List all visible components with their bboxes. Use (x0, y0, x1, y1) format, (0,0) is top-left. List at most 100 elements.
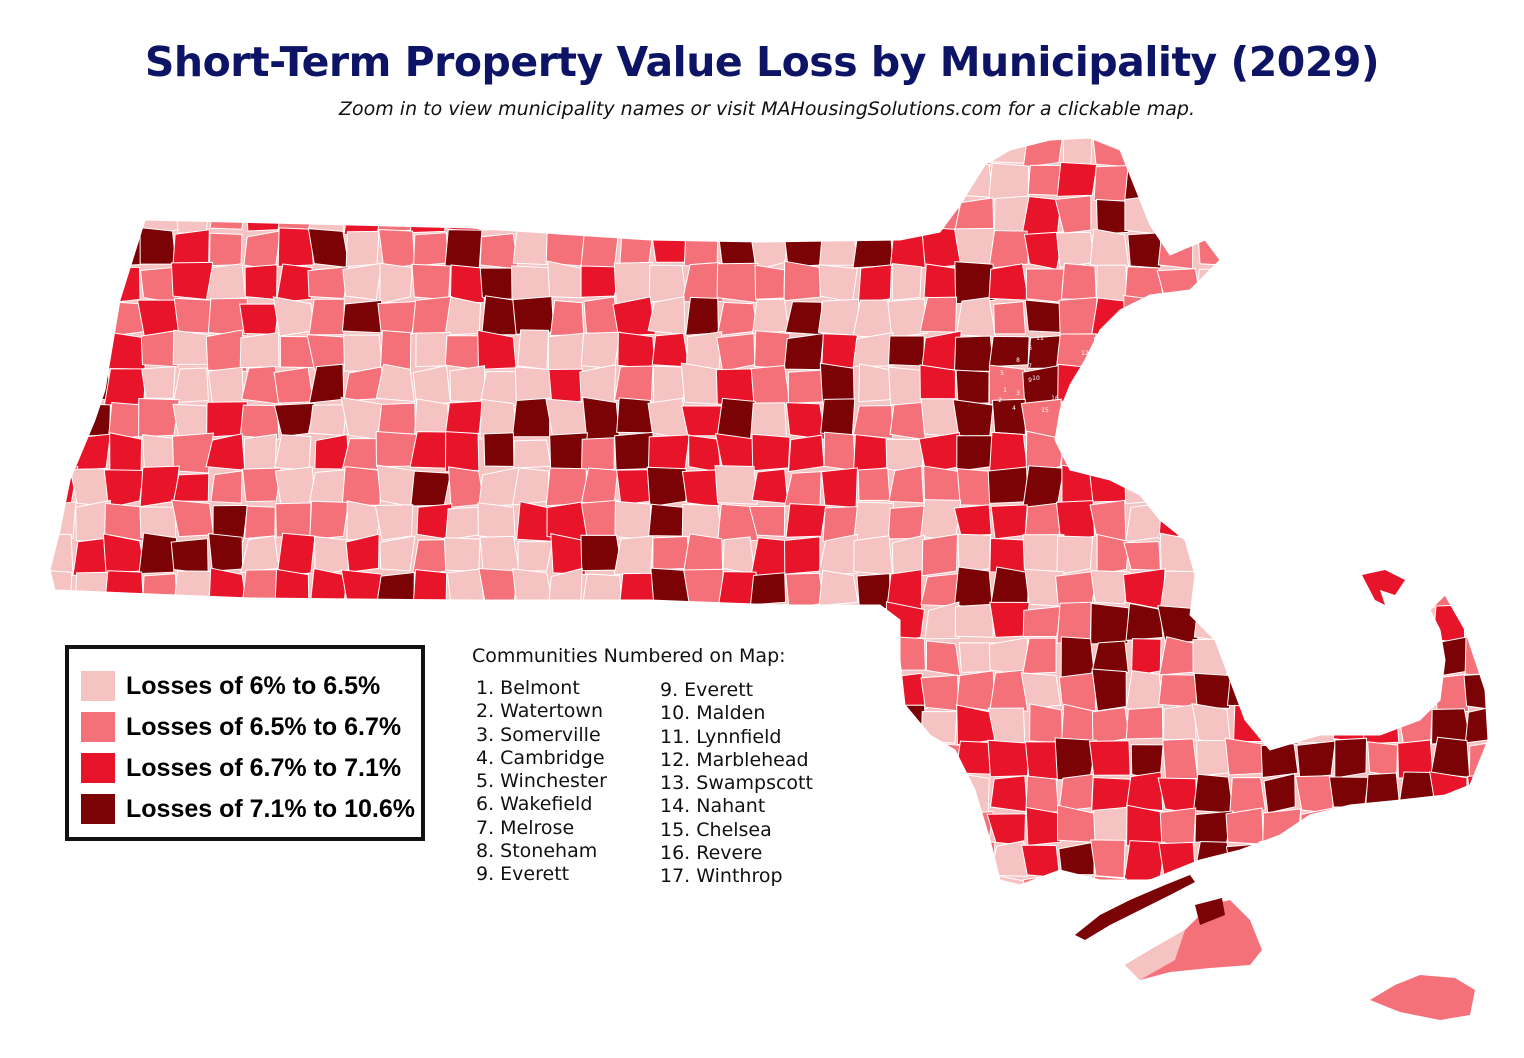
municipality-shape (1194, 501, 1232, 537)
municipality-shape (1500, 160, 1524, 199)
municipality-shape (50, 399, 75, 439)
municipality-shape (50, 367, 77, 401)
municipality-shape (888, 808, 925, 845)
municipality-shape (1464, 331, 1488, 368)
municipality-shape (483, 432, 515, 467)
municipality-shape (887, 335, 925, 367)
municipality-shape (1329, 331, 1368, 371)
municipality-shape (377, 301, 418, 336)
community-item: 4. Cambridge (476, 746, 605, 769)
municipality-shape (817, 873, 859, 885)
municipality-shape (172, 329, 212, 365)
municipality-shape (1363, 839, 1403, 882)
municipality-shape (342, 438, 382, 471)
municipality-shape (1505, 643, 1524, 674)
municipality-shape (920, 138, 958, 167)
municipality-shape (545, 161, 583, 197)
municipality-shape (139, 227, 177, 265)
municipality-shape (853, 809, 893, 846)
municipality-shape (988, 335, 1030, 368)
municipality-shape (1327, 194, 1371, 237)
municipality-shape (821, 333, 858, 369)
municipality-shape (852, 331, 894, 367)
municipality-shape (1125, 771, 1164, 812)
municipality-shape (821, 199, 858, 235)
community-item: 9. Everett (660, 679, 754, 701)
municipality-shape (205, 263, 247, 301)
municipality-shape (1025, 806, 1062, 846)
municipality-shape (647, 397, 690, 440)
municipality-shape (274, 568, 310, 608)
municipality-shape (50, 165, 73, 199)
municipality-shape (74, 329, 111, 370)
municipality-shape (276, 532, 316, 577)
municipality-shape (207, 366, 245, 406)
municipality-shape (69, 468, 109, 507)
municipality-shape (683, 227, 719, 268)
municipality-shape (989, 775, 1028, 813)
municipality-shape (1297, 331, 1336, 369)
municipality-shape (1500, 877, 1524, 915)
municipality-shape (141, 573, 178, 608)
municipality-shape (1192, 571, 1235, 606)
municipality-shape (308, 160, 348, 199)
municipality-shape (1125, 329, 1164, 370)
municipality-shape (1094, 433, 1126, 475)
marthas-vineyard-west (1125, 930, 1185, 980)
municipality-shape (50, 466, 79, 509)
municipality-shape (241, 365, 281, 405)
municipality-shape (1329, 877, 1369, 885)
municipality-shape (1428, 436, 1469, 474)
municipality-shape (1125, 503, 1164, 543)
municipality-shape (857, 264, 893, 304)
municipality-shape (136, 844, 180, 882)
municipality-shape (955, 296, 997, 338)
municipality-shape (547, 260, 587, 299)
municipality-shape (1261, 637, 1301, 673)
municipality-shape (785, 503, 827, 538)
municipality-shape (381, 876, 419, 885)
municipality-shape (1463, 230, 1488, 266)
municipality-shape (108, 873, 145, 885)
municipality-shape (175, 193, 212, 234)
municipality-shape (1430, 198, 1466, 233)
municipality-shape (751, 468, 789, 505)
municipality-shape (138, 397, 180, 438)
municipality-shape (481, 138, 514, 163)
municipality-shape (988, 162, 1029, 201)
municipality-shape (1159, 807, 1197, 848)
municipality-shape (817, 298, 860, 337)
municipality-shape (483, 602, 514, 641)
municipality-shape (714, 465, 758, 505)
municipality-shape (1396, 162, 1438, 202)
municipality-shape (517, 541, 554, 572)
municipality-shape (1395, 838, 1434, 882)
municipality-shape (1331, 362, 1369, 406)
municipality-shape (960, 877, 994, 885)
municipality-shape (411, 539, 452, 577)
municipality-shape (818, 569, 859, 607)
map-number-label: 9 (1028, 377, 1032, 384)
municipality-shape (242, 138, 281, 166)
municipality-shape (1295, 161, 1333, 200)
legend-swatch (81, 794, 115, 824)
municipality-shape (1227, 363, 1267, 405)
municipality-shape (1261, 533, 1299, 573)
municipality-shape (920, 776, 957, 811)
municipality-shape (854, 844, 893, 879)
municipality-shape (104, 138, 147, 169)
municipality-shape (1095, 199, 1130, 235)
municipality-shape (1193, 138, 1234, 162)
municipality-shape (50, 138, 75, 168)
municipality-shape (1397, 471, 1437, 507)
municipality-shape (275, 263, 313, 304)
municipality-shape (616, 676, 654, 708)
municipality-shape (613, 873, 654, 885)
municipality-shape (102, 165, 145, 201)
municipality-shape (1158, 841, 1197, 878)
municipality-shape (550, 533, 586, 576)
municipality-shape (1437, 811, 1469, 842)
municipality-shape (1293, 192, 1336, 234)
municipality-shape (50, 601, 79, 640)
municipality-shape (614, 771, 654, 815)
